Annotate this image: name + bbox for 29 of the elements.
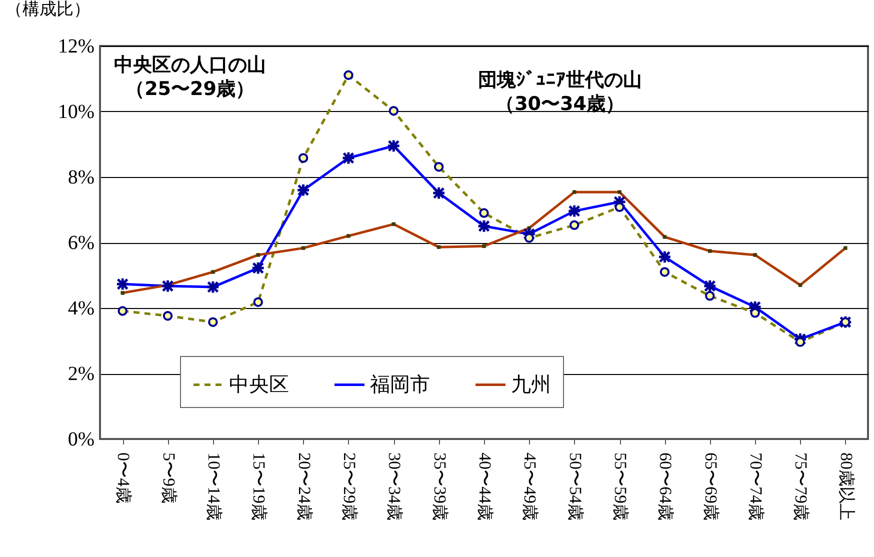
- x-tick-label: 10〜14歳: [204, 452, 224, 520]
- x-tick-label: 80歳以上: [836, 452, 856, 520]
- x-tick-label: 40〜44歳: [476, 452, 494, 520]
- x-tick-label: 20〜24歳: [294, 452, 314, 520]
- x-tick-label: 65〜69歳: [701, 452, 720, 520]
- x-tick-label: 70〜74歳: [746, 452, 766, 520]
- legend-label: 福岡市: [370, 372, 430, 396]
- x-tick-label: 45〜49歳: [520, 452, 540, 520]
- y-axis-title: （構成比）: [6, 0, 90, 18]
- x-tick-label: 35〜39歳: [430, 452, 450, 520]
- legend-label: 中央区: [229, 372, 289, 396]
- legend-label: 九州: [511, 372, 551, 396]
- y-tick-label: 0%: [68, 428, 94, 450]
- y-tick-label: 4%: [68, 298, 94, 320]
- x-tick-label: 0〜4歳: [114, 452, 134, 504]
- x-tick-label: 5〜9歳: [159, 452, 178, 504]
- y-tick-label: 12%: [58, 36, 94, 58]
- x-tick-label: 15〜19歳: [250, 452, 269, 520]
- x-tick-label: 60〜64歳: [656, 452, 676, 520]
- x-tick-label: 30〜34歳: [385, 452, 404, 520]
- y-tick-label: 6%: [68, 232, 94, 254]
- x-tick-label: 25〜29歳: [340, 452, 359, 520]
- x-tick-label: 75〜79歳: [792, 452, 811, 520]
- y-tick-label: 10%: [58, 101, 94, 123]
- y-tick-label: 8%: [68, 166, 94, 188]
- y-tick-label: 2%: [68, 363, 94, 385]
- annotation: 中央区の人口の山（25〜29歳）: [114, 54, 266, 100]
- x-tick-label: 55〜59歳: [611, 452, 630, 520]
- x-tick-label: 50〜54歳: [566, 452, 585, 520]
